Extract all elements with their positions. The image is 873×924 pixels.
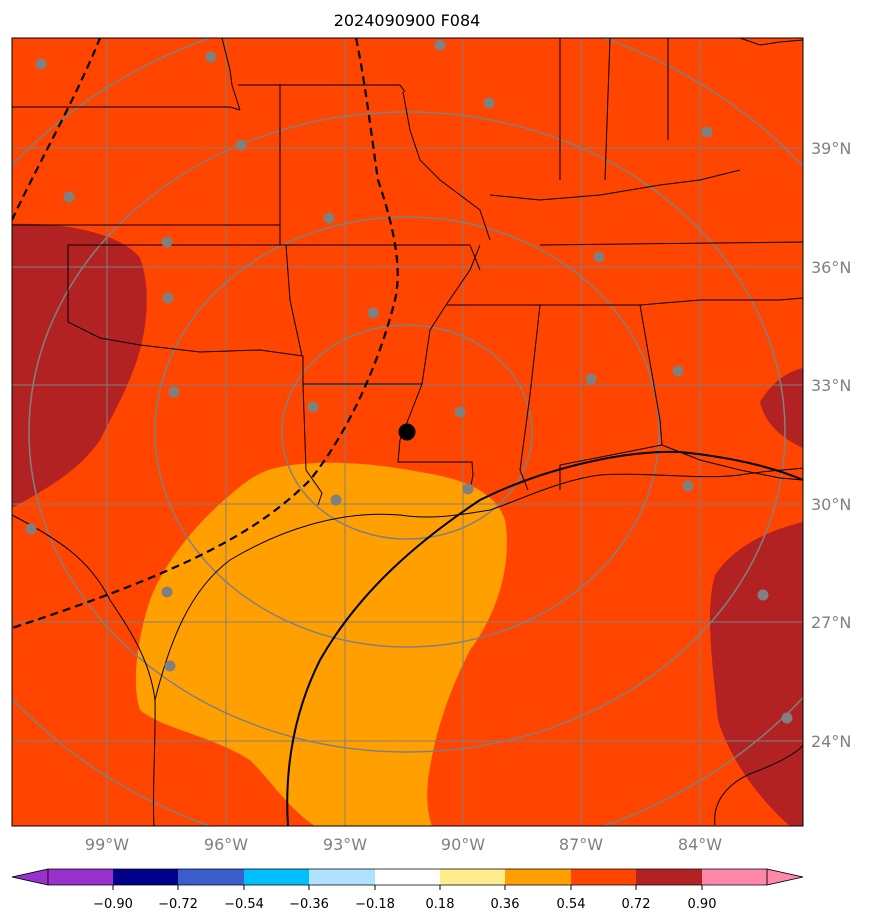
lat-label-27: 27°N [811,613,851,632]
colorbar-swatch-5 [309,869,375,885]
lon-label-84: 84°W [678,835,722,854]
colorbar: −0.90 −0.72 −0.54 −0.36 −0.18 0.18 0.36 … [11,868,804,912]
lon-label-90: 90°W [441,835,485,854]
lat-label-24: 24°N [811,732,851,751]
colorbar-tick-label: −0.54 [224,897,264,912]
field-high-west [12,223,147,509]
field-high-southeast [709,522,803,826]
lat-label-30: 30°N [811,495,851,514]
colorbar-swatch-7 [440,869,505,885]
colorbar-tick-label: 0.54 [557,897,586,912]
colorbar-tick-label: −0.90 [93,897,133,912]
lat-label-39: 39°N [811,139,851,158]
colorbar-swatch-8 [505,869,571,885]
colorbar-tick-label: 0.36 [491,897,520,912]
station-markers [25,39,793,724]
center-marker [398,423,416,441]
colorbar-tick-label: −0.72 [158,897,198,912]
colorbar-tick-label: 0.90 [688,897,717,912]
colorbar-tick-label: 0.72 [622,897,651,912]
colorbar-swatch-1 [48,869,113,885]
latitude-gridlines [12,147,803,742]
field-mid-gulf [135,462,507,826]
lat-label-36: 36°N [811,258,851,277]
map-title: 2024090900 F084 [334,11,481,30]
map-panel [12,38,803,826]
contour-dashed [12,38,399,630]
contour-solid [286,450,803,826]
lon-label-96: 96°W [204,835,248,854]
lon-label-99: 99°W [85,835,129,854]
colorbar-swatch-10 [636,869,702,885]
colorbar-swatch-3 [178,869,244,885]
colorbar-swatch-11 [702,869,767,885]
longitude-gridlines [106,38,701,826]
colorbar-tick-label: −0.18 [355,897,395,912]
lat-label-33: 33°N [811,376,851,395]
colorbar-tick-label: 0.18 [426,897,455,912]
lon-label-87: 87°W [559,835,603,854]
colorbar-extend-low [11,868,49,886]
colorbar-extend-high [766,868,804,886]
field-high-east [760,368,803,448]
map-frame [11,37,804,827]
lon-label-93: 93°W [323,835,367,854]
colorbar-tick-label: −0.36 [289,897,329,912]
colorbar-swatch-4 [244,869,309,885]
colorbar-swatch-9 [571,869,636,885]
colorbar-swatch-6 [375,869,440,885]
colorbar-swatch-2 [113,869,178,885]
